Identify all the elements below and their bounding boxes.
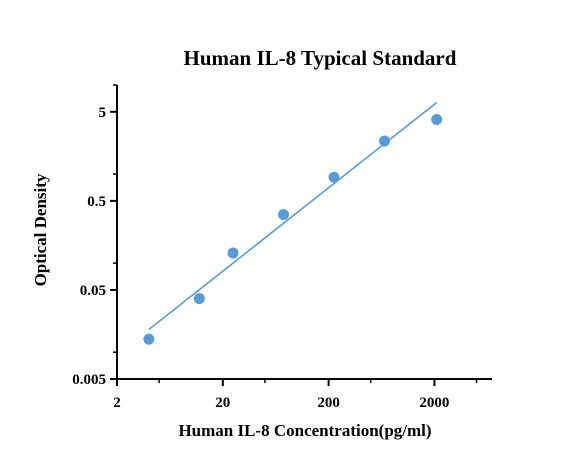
data-point <box>379 135 391 147</box>
x-tick-label: 2000 <box>419 395 449 411</box>
chart-title: Human IL-8 Typical Standard <box>184 46 457 70</box>
x-tick-label: 20 <box>215 395 230 411</box>
x-tick-label: 2 <box>113 395 121 411</box>
data-point <box>227 247 239 259</box>
x-ticks: 2 20 200 2000 <box>113 379 478 411</box>
y-tick-label: 5 <box>99 105 107 121</box>
x-axis-label: Human IL-8 Concentration(pg/ml) <box>178 421 431 440</box>
y-axis-label: Optical Density <box>31 173 50 286</box>
y-tick-label: 0.5 <box>87 194 106 210</box>
fit-line <box>148 101 438 331</box>
x-tick-label: 200 <box>317 395 340 411</box>
y-tick-label: 0.05 <box>80 283 106 299</box>
data-point <box>431 113 443 125</box>
data-point <box>143 333 155 345</box>
y-tick-label: 0.005 <box>72 372 106 388</box>
data-point <box>328 171 340 183</box>
axes <box>116 85 492 380</box>
data-point <box>278 209 290 221</box>
data-point <box>193 293 205 305</box>
series <box>143 101 443 345</box>
y-ticks: 0.005 0.05 0.5 5 <box>72 84 117 388</box>
